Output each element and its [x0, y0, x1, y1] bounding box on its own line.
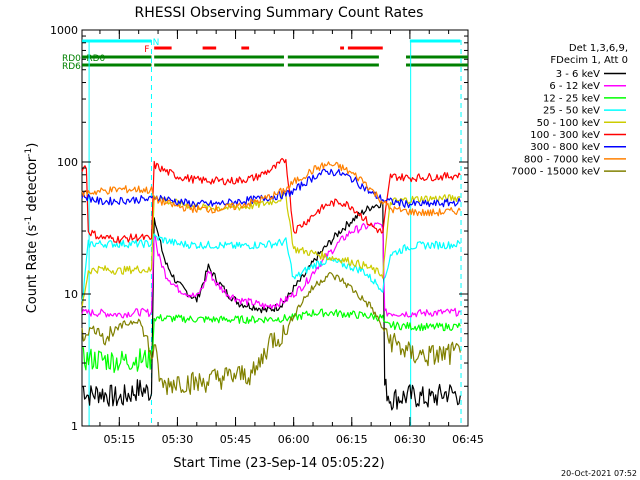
x-tick-label: 05:45 — [220, 433, 252, 446]
series-line — [81, 222, 461, 319]
legend-label: 6 - 12 keV — [549, 81, 600, 92]
legend-label: 12 - 25 keV — [543, 93, 600, 104]
series-line — [81, 157, 461, 244]
y-tick-label: 1000 — [50, 24, 78, 37]
flag-label: RD0 — [86, 54, 105, 64]
x-axis: 05:15 05:30 05:45 06:00 06:15 06:30 06:45 — [99, 30, 484, 446]
series-line — [81, 271, 461, 396]
x-tick-label: 06:15 — [336, 433, 368, 446]
series-line — [81, 191, 461, 308]
legend-header: Det 1,3,6,9, — [569, 43, 628, 54]
flag-label: N — [153, 38, 160, 48]
y-axis-label-sup: -1 — [24, 148, 34, 157]
plot-frame — [81, 29, 469, 427]
y-axis: 1 10 100 1000 — [50, 24, 468, 433]
legend-label: 25 - 50 keV — [543, 106, 600, 117]
legend-label: 3 - 6 keV — [556, 69, 600, 80]
x-tick-label: 06:00 — [278, 433, 310, 446]
x-tick-label: 06:45 — [452, 433, 484, 446]
y-tick-label: 1 — [71, 420, 78, 433]
y-tick-label: 100 — [57, 156, 78, 169]
y-axis-label-sup: -1 — [24, 216, 34, 225]
y-axis-label-part: ) — [25, 143, 40, 148]
legend-header: FDecim 1, Att 0 — [550, 55, 628, 66]
series-line — [81, 233, 461, 302]
legend-label: 800 - 7000 keV — [524, 154, 600, 165]
chart-title: RHESSI Observing Summary Count Rates — [135, 5, 424, 21]
legend-label: 7000 - 15000 keV — [511, 167, 600, 178]
y-axis-label-part: detector — [25, 156, 40, 216]
flag-label: RD6 — [62, 62, 81, 72]
footer-timestamp: 20-Oct-2021 07:52 — [561, 469, 637, 478]
series-line — [82, 308, 461, 374]
y-tick-label: 10 — [64, 288, 78, 301]
x-tick-label: 05:15 — [103, 433, 135, 446]
series-line — [81, 168, 461, 209]
y-axis-label: Count Rate (s-1 detector-1) — [24, 143, 40, 314]
y-axis-label-part: Count Rate (s — [25, 225, 40, 314]
series-group — [81, 157, 461, 411]
flag-label: RD0 — [62, 54, 81, 64]
x-tick-label: 05:30 — [162, 433, 194, 446]
x-tick-label: 06:30 — [394, 433, 426, 446]
series-line — [82, 200, 461, 411]
legend-label: 100 - 300 keV — [530, 130, 600, 141]
legend-label: 300 - 800 keV — [530, 142, 600, 153]
flag-label: F — [144, 45, 149, 55]
legend-label: 50 - 100 keV — [537, 118, 601, 129]
x-axis-label: Start Time (23-Sep-14 05:05:22) — [173, 456, 384, 471]
series-line — [81, 161, 461, 217]
